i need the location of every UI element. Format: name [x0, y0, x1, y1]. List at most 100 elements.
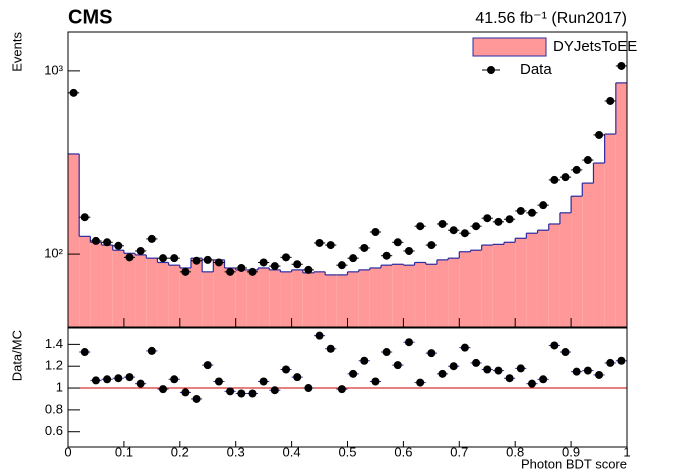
ratio-point [125, 373, 134, 382]
histogram-bar [146, 258, 158, 327]
ratio-point [237, 389, 246, 398]
data-point [315, 238, 324, 247]
data-point [371, 228, 380, 237]
data-point [91, 236, 100, 245]
histogram-bar [302, 272, 314, 327]
histogram-bar [470, 250, 482, 327]
histogram-bar [436, 259, 449, 327]
ratio-point [80, 348, 89, 357]
legend-swatch [487, 66, 495, 74]
histogram-bar [168, 265, 180, 327]
data-point [282, 253, 291, 262]
histogram-bar [448, 258, 460, 327]
ratio-point [427, 349, 436, 358]
data-point [226, 267, 235, 276]
histogram-bar [403, 265, 415, 327]
histogram-bar [615, 82, 627, 328]
data-point [617, 61, 626, 70]
data-point [393, 238, 402, 247]
data-point [69, 88, 78, 97]
data-point [404, 246, 413, 255]
legend-label: Data [520, 61, 552, 78]
ratio-point [404, 338, 413, 347]
histogram-bar [459, 251, 471, 327]
ratio-point [203, 361, 212, 370]
data-point [147, 234, 156, 243]
ratio-axis-label: Data/MC [9, 330, 24, 381]
histogram-bar [202, 271, 214, 327]
ratio-point [572, 367, 581, 376]
ratio-point [248, 389, 257, 398]
y-tick-label: 0.8 [45, 401, 63, 416]
histogram-bar [593, 163, 605, 327]
x-tick-label: 0.6 [394, 444, 412, 459]
x-tick-label: 0.8 [506, 444, 524, 459]
ratio-point [393, 361, 402, 370]
y-tick-label: 10³ [44, 62, 63, 77]
histogram-bar [559, 212, 572, 327]
x-tick-label: 0.9 [562, 444, 580, 459]
histogram-bar [157, 262, 169, 327]
ratio-point [159, 385, 168, 394]
data-point [136, 246, 145, 255]
histogram-bar [571, 196, 583, 327]
data-point [472, 222, 481, 231]
ratio-point [360, 356, 369, 365]
histogram-bar [347, 271, 359, 327]
ratio-point [416, 378, 425, 387]
ratio-point [595, 370, 604, 379]
ratio-point [181, 388, 190, 397]
y-tick-label: 1 [56, 379, 63, 394]
data-point [606, 96, 615, 105]
data-point [159, 254, 168, 263]
histogram-bar [604, 134, 616, 327]
histogram-bar [336, 274, 348, 327]
histogram-bar [112, 250, 124, 327]
ratio-point [337, 385, 346, 394]
y-tick-label: 0.6 [45, 423, 63, 438]
data-point [550, 175, 559, 184]
x-tick-label: 1 [623, 444, 630, 459]
data-point [583, 156, 592, 165]
data-point [103, 238, 112, 247]
histogram-bar [526, 233, 538, 327]
ratio-point [583, 366, 592, 375]
ratio-point [136, 379, 145, 388]
x-tick-label: 0.7 [450, 444, 468, 459]
data-point [203, 255, 212, 264]
ratio-point [438, 369, 447, 378]
histogram-bar [123, 253, 136, 327]
ratio-point [192, 394, 201, 403]
chart-title: 41.56 fb⁻¹ (Run2017) [475, 10, 627, 27]
data-point [449, 226, 458, 235]
ratio-point [214, 377, 223, 386]
ratio-point [293, 373, 302, 382]
data-point [304, 265, 313, 274]
ratio-point [270, 386, 279, 395]
x-tick-label: 0.1 [115, 444, 133, 459]
data-point [516, 206, 525, 215]
x-tick-label: 0 [64, 444, 71, 459]
data-point [293, 260, 302, 269]
histogram-bar [481, 245, 493, 327]
histogram-bar [492, 244, 505, 327]
y-tick-label: 10² [44, 246, 63, 261]
ratio-point [103, 375, 112, 384]
data-point [460, 229, 469, 238]
histogram-bar [291, 269, 303, 327]
legend-label: DYJetsToEE [553, 38, 637, 55]
data-point [438, 219, 447, 228]
x-tick-label: 0.5 [338, 444, 356, 459]
histogram-bar [190, 258, 203, 327]
data-point [270, 262, 279, 271]
data-point [80, 213, 89, 222]
ratio-point [561, 348, 570, 357]
histogram-bar [224, 267, 236, 327]
histogram-bar [369, 267, 382, 327]
data-point [561, 173, 570, 182]
data-point [181, 267, 190, 276]
histogram-bar [101, 245, 113, 327]
histogram-bar [179, 267, 191, 327]
